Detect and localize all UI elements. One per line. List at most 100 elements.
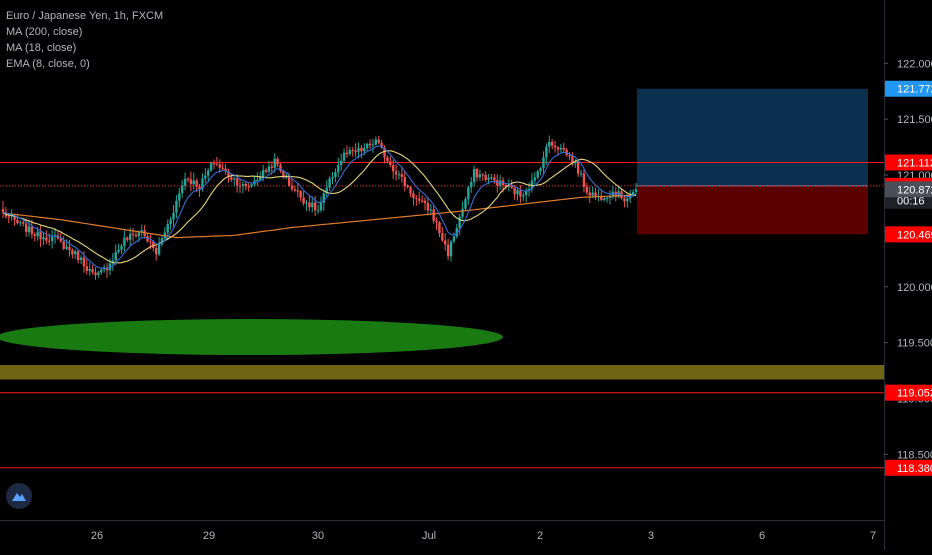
candle[interactable]	[400, 168, 404, 183]
candle[interactable]	[519, 184, 522, 204]
candle[interactable]	[215, 157, 219, 167]
candle[interactable]	[221, 162, 224, 171]
candle[interactable]	[392, 159, 395, 179]
candle[interactable]	[279, 162, 282, 173]
candle[interactable]	[233, 176, 236, 187]
candle[interactable]	[85, 259, 89, 275]
candle[interactable]	[238, 178, 242, 194]
candle[interactable]	[62, 236, 65, 251]
candle[interactable]	[24, 218, 28, 237]
candle[interactable]	[267, 161, 271, 174]
candle[interactable]	[285, 171, 288, 180]
target-zone[interactable]	[637, 88, 868, 186]
candle[interactable]	[623, 196, 626, 208]
candle[interactable]	[377, 135, 380, 145]
candle[interactable]	[444, 233, 447, 251]
candle[interactable]	[354, 143, 357, 157]
candle[interactable]	[244, 181, 247, 191]
candle[interactable]	[1, 201, 5, 219]
candle[interactable]	[490, 174, 493, 180]
candle[interactable]	[368, 139, 372, 149]
candle[interactable]	[608, 190, 612, 205]
candle[interactable]	[313, 195, 317, 216]
candle[interactable]	[290, 178, 294, 192]
candle[interactable]	[204, 168, 207, 184]
candle[interactable]	[94, 267, 97, 280]
candle[interactable]	[374, 136, 378, 146]
candle[interactable]	[45, 230, 48, 245]
candle[interactable]	[76, 249, 80, 264]
candle[interactable]	[524, 187, 528, 203]
candle[interactable]	[212, 159, 216, 170]
candle[interactable]	[496, 174, 499, 193]
indicator-ema8[interactable]: EMA (8, close, 0)	[6, 58, 90, 70]
candle[interactable]	[351, 146, 354, 157]
candle[interactable]	[545, 143, 548, 165]
candle[interactable]	[192, 172, 195, 190]
candle[interactable]	[553, 140, 557, 153]
candle[interactable]	[470, 177, 473, 193]
candle[interactable]	[126, 236, 129, 243]
candle[interactable]	[536, 169, 539, 180]
candle[interactable]	[27, 219, 31, 237]
stop-zone[interactable]	[637, 185, 868, 235]
candle[interactable]	[91, 264, 94, 275]
candle[interactable]	[426, 197, 430, 216]
candle[interactable]	[74, 249, 77, 260]
candle[interactable]	[299, 189, 302, 202]
candle[interactable]	[522, 192, 525, 202]
candle[interactable]	[209, 161, 213, 172]
candle[interactable]	[475, 167, 479, 182]
candle[interactable]	[579, 169, 583, 178]
candle[interactable]	[331, 171, 334, 185]
candle[interactable]	[264, 167, 268, 174]
candle[interactable]	[484, 171, 487, 183]
candle[interactable]	[247, 183, 250, 192]
candle[interactable]	[328, 176, 331, 191]
candle[interactable]	[530, 173, 534, 193]
candle[interactable]	[360, 145, 363, 159]
candle[interactable]	[591, 186, 594, 199]
candle[interactable]	[409, 185, 412, 197]
candle[interactable]	[603, 196, 606, 202]
candle[interactable]	[342, 148, 346, 163]
candle[interactable]	[458, 213, 461, 235]
indicator-ma200[interactable]: MA (200, close)	[6, 26, 83, 38]
candle[interactable]	[420, 195, 424, 204]
candle[interactable]	[33, 232, 36, 242]
candle[interactable]	[539, 166, 542, 176]
candle[interactable]	[406, 184, 409, 189]
candle[interactable]	[302, 190, 305, 206]
candle[interactable]	[452, 232, 456, 244]
candle[interactable]	[241, 181, 245, 194]
candle[interactable]	[319, 196, 323, 213]
candle[interactable]	[582, 169, 586, 193]
candle[interactable]	[446, 238, 450, 261]
candle[interactable]	[389, 156, 392, 168]
candle[interactable]	[19, 220, 22, 227]
candle[interactable]	[594, 187, 597, 200]
candle[interactable]	[256, 172, 259, 187]
candle[interactable]	[380, 139, 383, 150]
candle[interactable]	[175, 195, 178, 219]
candle[interactable]	[201, 173, 204, 192]
candle[interactable]	[305, 199, 308, 211]
candle[interactable]	[227, 168, 230, 183]
candle[interactable]	[357, 142, 360, 159]
candle[interactable]	[513, 185, 516, 200]
candle[interactable]	[585, 182, 589, 196]
candle[interactable]	[111, 253, 115, 271]
candle[interactable]	[449, 239, 453, 262]
candle[interactable]	[71, 248, 74, 259]
candle[interactable]	[88, 262, 91, 276]
candle[interactable]	[169, 216, 172, 230]
candle[interactable]	[455, 223, 458, 239]
candle[interactable]	[296, 182, 300, 198]
candle[interactable]	[397, 170, 401, 180]
candle[interactable]	[183, 172, 187, 191]
candle[interactable]	[481, 173, 485, 181]
candle[interactable]	[339, 153, 343, 171]
candle[interactable]	[207, 168, 210, 182]
